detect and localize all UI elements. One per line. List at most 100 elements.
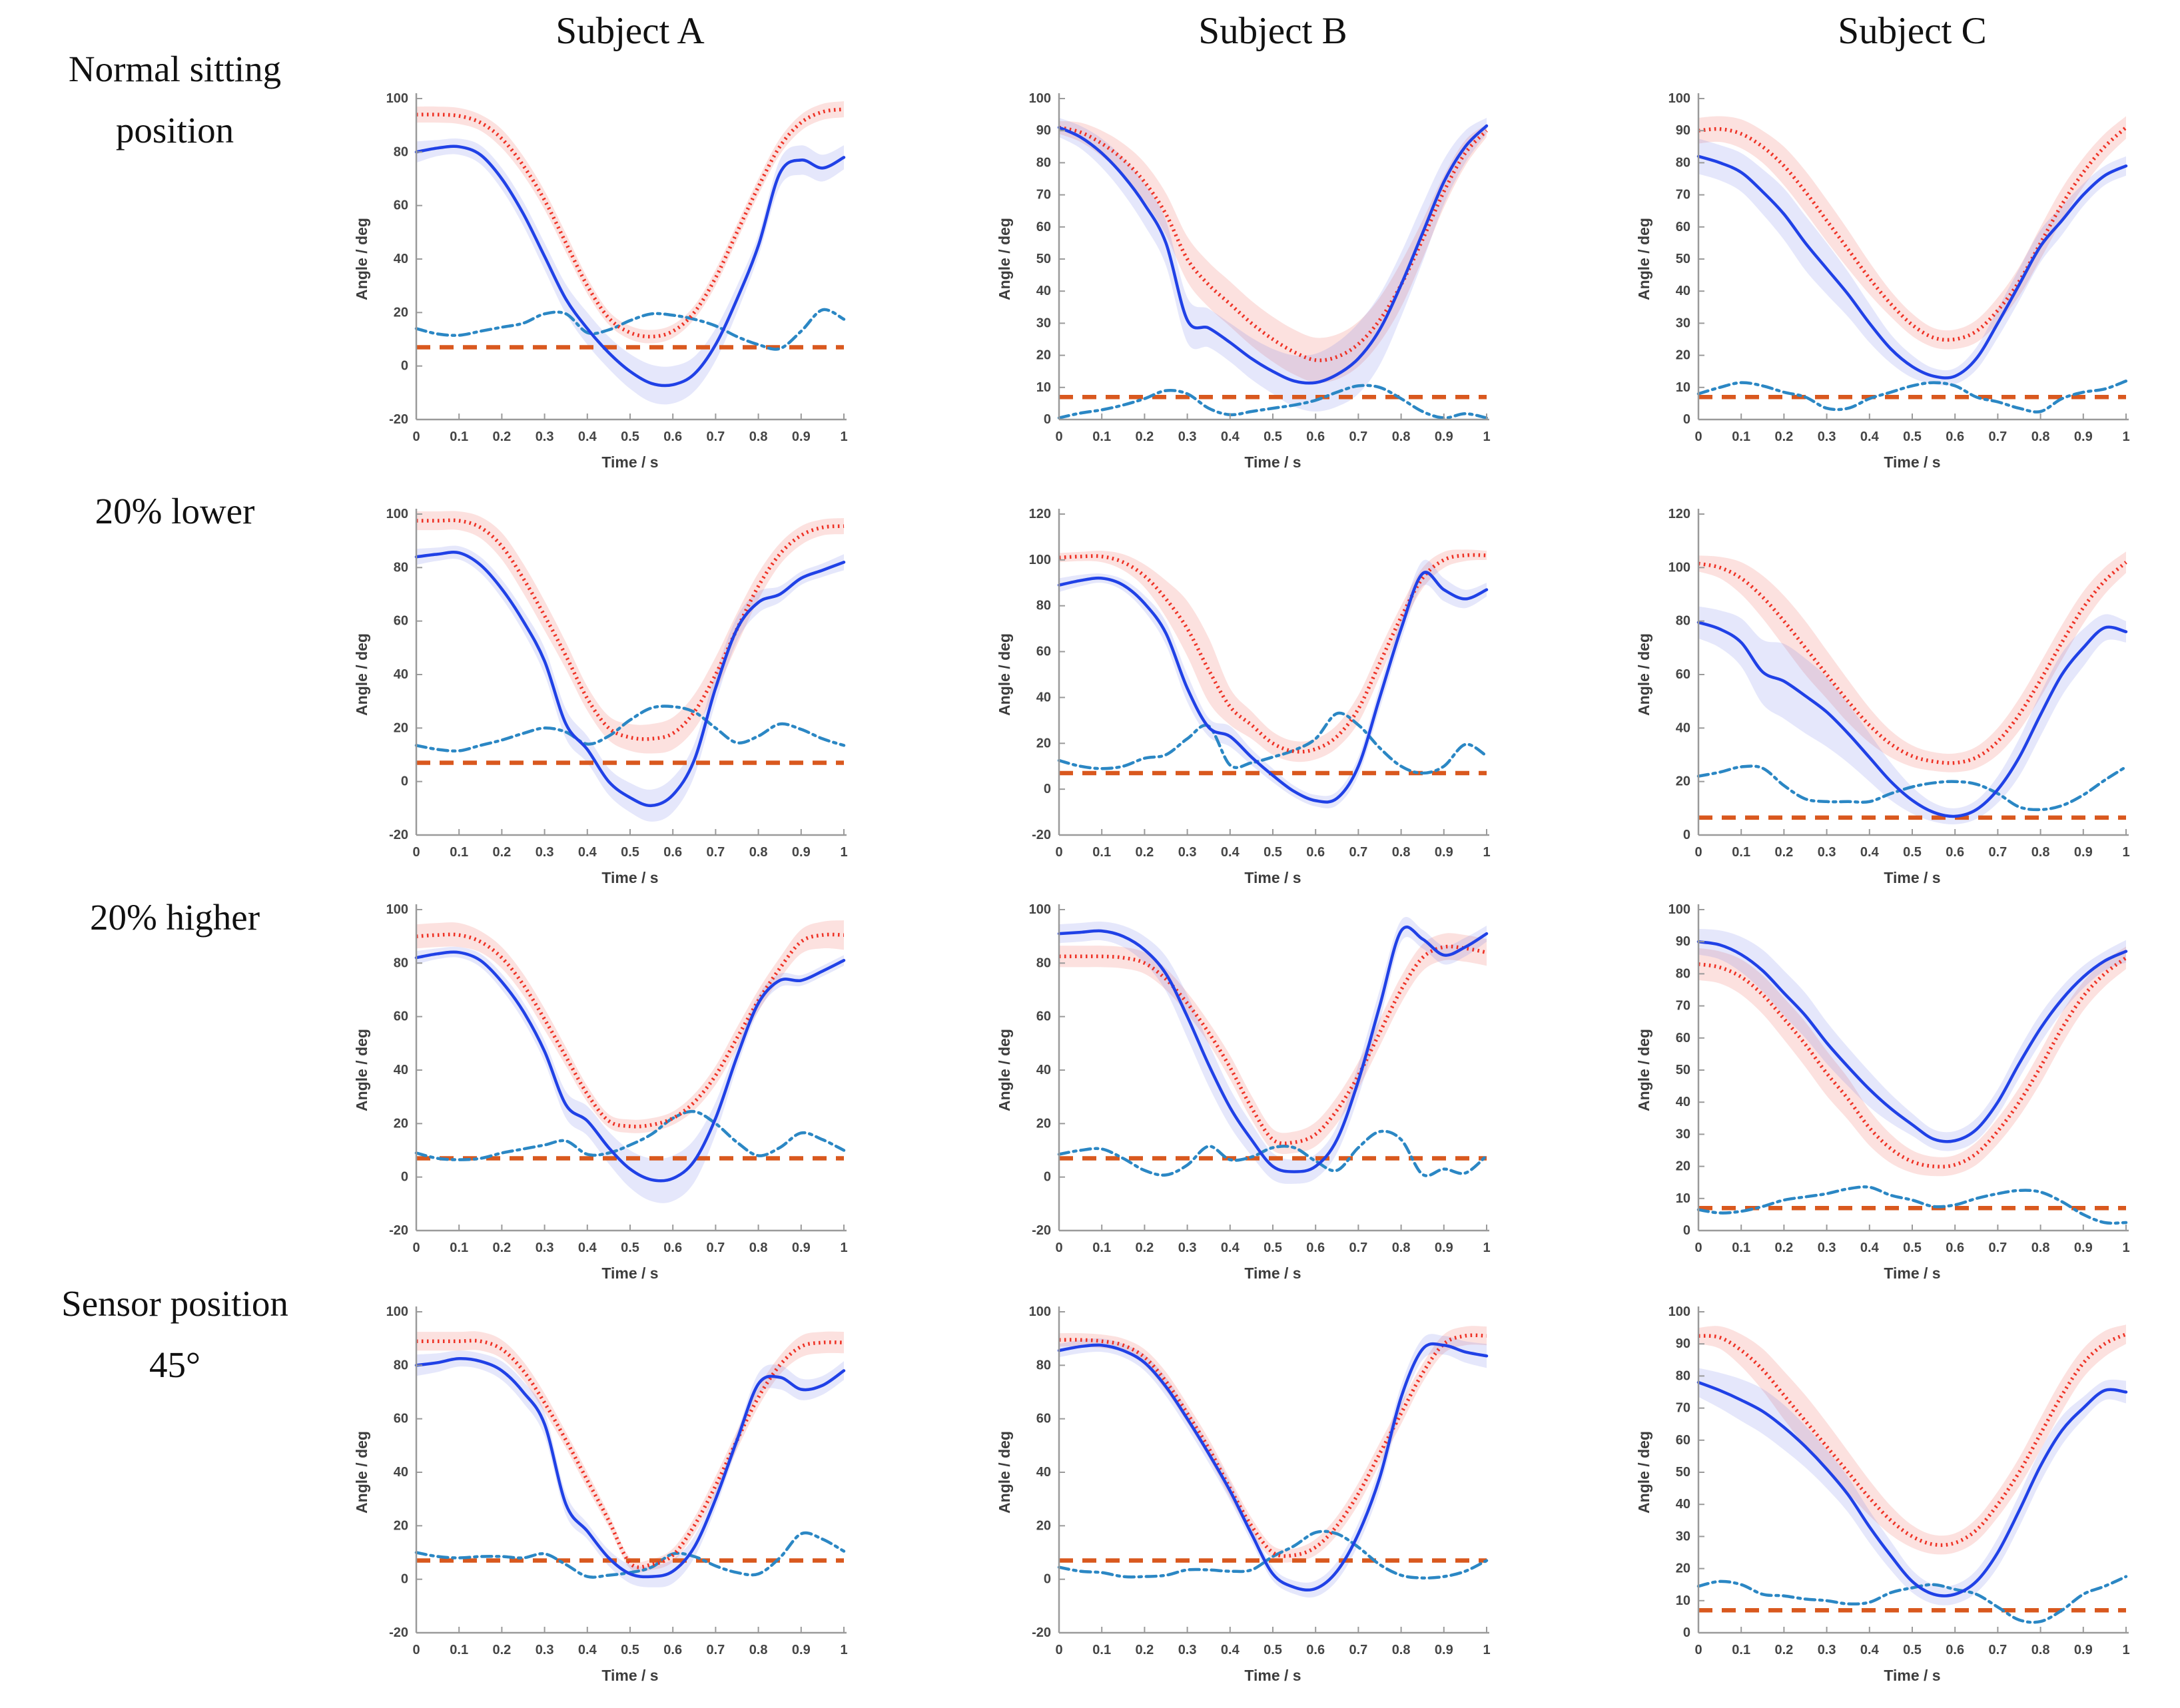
svg-text:100: 100 (1668, 91, 1690, 106)
chart-20-lower-subject-a: -20 0 20 40 60 80 100 0 0.1 0.2 0.3 0.4 0.5 0.6 0.7 0.8… (353, 507, 848, 886)
svg-text:100: 100 (386, 507, 408, 521)
svg-text:70: 70 (1676, 188, 1690, 202)
chart-sensor-45-subject-a: -20 0 20 40 60 80 100 0 0.1 0.2 0.3 0.4 0.5 0.6 0.7 0.8… (353, 1304, 848, 1684)
chart-sensor-45-subject-b: -20 0 20 40 60 80 100 0 0.1 0.2 0.3 0.4 0.5 0.6 0.7 0.8… (996, 1304, 1491, 1684)
svg-text:0.3: 0.3 (1178, 1643, 1197, 1657)
svg-text:0: 0 (1055, 845, 1062, 860)
svg-text:0.9: 0.9 (792, 845, 811, 860)
svg-text:0.4: 0.4 (1860, 845, 1880, 860)
svg-text:-20: -20 (389, 412, 408, 427)
svg-text:60: 60 (1676, 220, 1690, 234)
row-label-line: 20% lower (95, 491, 255, 531)
svg-text:0: 0 (412, 1241, 420, 1255)
svg-text:0.5: 0.5 (621, 1643, 639, 1657)
svg-text:1: 1 (840, 1643, 847, 1657)
svg-text:40: 40 (1036, 690, 1051, 705)
svg-text:0.1: 0.1 (1092, 429, 1111, 444)
svg-text:0.9: 0.9 (1435, 429, 1453, 444)
svg-text:Angle / deg: Angle / deg (1635, 633, 1652, 716)
svg-text:0.5: 0.5 (621, 845, 639, 860)
svg-text:1: 1 (840, 845, 847, 860)
svg-text:60: 60 (1676, 667, 1690, 682)
svg-text:0.9: 0.9 (2074, 845, 2093, 860)
svg-text:0.6: 0.6 (1306, 1643, 1325, 1657)
svg-text:0.1: 0.1 (1732, 845, 1750, 860)
svg-text:20: 20 (394, 305, 408, 320)
column-header-subject-b: Subject B (1198, 10, 1347, 52)
row-label-line: 20% higher (89, 897, 260, 938)
svg-text:20: 20 (1676, 1562, 1690, 1576)
svg-text:0.5: 0.5 (1264, 845, 1282, 860)
svg-text:1: 1 (1483, 845, 1490, 860)
svg-text:40: 40 (1036, 284, 1051, 298)
svg-text:0.9: 0.9 (2074, 1241, 2093, 1255)
svg-text:0.5: 0.5 (1903, 1241, 1922, 1255)
svg-text:60: 60 (1676, 1031, 1690, 1045)
svg-text:40: 40 (1036, 1465, 1051, 1480)
svg-text:0.7: 0.7 (706, 429, 725, 444)
svg-text:0.1: 0.1 (450, 1241, 468, 1255)
svg-text:20: 20 (1676, 1159, 1690, 1174)
svg-text:Time / s: Time / s (1884, 1265, 1940, 1282)
svg-text:0.2: 0.2 (1135, 1643, 1154, 1657)
row-label-line: position (115, 110, 234, 150)
svg-text:0.6: 0.6 (1306, 1241, 1325, 1255)
svg-text:0.1: 0.1 (450, 1643, 468, 1657)
svg-text:0: 0 (1683, 412, 1690, 427)
svg-text:0.2: 0.2 (1135, 845, 1154, 860)
svg-text:0.1: 0.1 (1732, 1643, 1750, 1657)
svg-text:40: 40 (1676, 720, 1690, 735)
svg-text:Time / s: Time / s (1884, 1667, 1940, 1684)
svg-text:0.1: 0.1 (1732, 429, 1750, 444)
svg-text:Angle / deg: Angle / deg (996, 1431, 1013, 1514)
svg-text:70: 70 (1036, 188, 1051, 202)
chart-20-higher-subject-b: -20 0 20 40 60 80 100 0 0.1 0.2 0.3 0.4 0.5 0.6 0.7 0.8… (996, 902, 1491, 1282)
svg-text:80: 80 (1676, 155, 1690, 170)
svg-text:20: 20 (1676, 348, 1690, 363)
svg-text:1: 1 (2122, 1241, 2129, 1255)
svg-text:100: 100 (1029, 91, 1051, 106)
svg-text:0.2: 0.2 (492, 429, 511, 444)
svg-text:0.6: 0.6 (663, 429, 682, 444)
svg-text:Angle / deg: Angle / deg (1635, 218, 1652, 300)
svg-text:0.5: 0.5 (621, 1241, 639, 1255)
svg-text:Angle / deg: Angle / deg (996, 1029, 1013, 1111)
svg-text:40: 40 (394, 252, 408, 266)
svg-text:Angle / deg: Angle / deg (353, 1431, 370, 1514)
svg-text:0.9: 0.9 (2074, 429, 2093, 444)
svg-text:0.5: 0.5 (621, 429, 639, 444)
svg-text:0.9: 0.9 (792, 429, 811, 444)
chart-20-higher-subject-c: 0 10 20 30 40 50 60 70 80 90 100 0 0.1 0.2 0.3 0.4 0.5 0.… (1635, 902, 2130, 1282)
svg-text:0: 0 (1694, 845, 1702, 860)
svg-text:0.8: 0.8 (2031, 1241, 2050, 1255)
svg-text:Time / s: Time / s (601, 869, 658, 886)
svg-text:0: 0 (1683, 828, 1690, 842)
svg-text:0.7: 0.7 (1988, 1241, 2007, 1255)
svg-text:0.6: 0.6 (1946, 1643, 1964, 1657)
svg-text:80: 80 (394, 560, 408, 575)
svg-text:0.4: 0.4 (1221, 1643, 1240, 1657)
svg-text:0.9: 0.9 (2074, 1643, 2093, 1657)
svg-text:60: 60 (1036, 1009, 1051, 1024)
svg-text:10: 10 (1036, 380, 1051, 395)
svg-text:0: 0 (1055, 429, 1062, 444)
svg-text:30: 30 (1676, 1529, 1690, 1544)
svg-text:30: 30 (1676, 1127, 1690, 1141)
svg-text:0.3: 0.3 (536, 1643, 554, 1657)
svg-text:Angle / deg: Angle / deg (353, 218, 370, 300)
chart-20-lower-subject-c: 0 20 40 60 80 100 120 0 0.1 0.2 0.3 0.4 0.5 0.6 0.7 0.8… (1635, 507, 2130, 886)
svg-text:0: 0 (1044, 412, 1051, 427)
svg-text:0.6: 0.6 (663, 1241, 682, 1255)
svg-text:20: 20 (394, 1116, 408, 1131)
chart-sensor-45-subject-c: 0 10 20 30 40 50 60 70 80 90 100 0 0.1 0.2 0.3 0.4 0.5 0.… (1635, 1304, 2130, 1684)
svg-text:40: 40 (394, 1063, 408, 1077)
row-label-20-higher: 20% higher (10, 887, 340, 948)
svg-text:0.1: 0.1 (1732, 1241, 1750, 1255)
svg-text:10: 10 (1676, 380, 1690, 395)
svg-text:0.4: 0.4 (1221, 1241, 1240, 1255)
chart-normal-sitting-subject-b: 0 10 20 30 40 50 60 70 80 90 100 0 0.1 0.2 0.3 0.4 0.5 0.… (996, 91, 1491, 471)
row-label-line: Normal sitting (68, 49, 282, 89)
svg-text:70: 70 (1676, 1401, 1690, 1416)
row-label-line: Sensor position (61, 1283, 288, 1324)
svg-text:0.2: 0.2 (492, 1241, 511, 1255)
